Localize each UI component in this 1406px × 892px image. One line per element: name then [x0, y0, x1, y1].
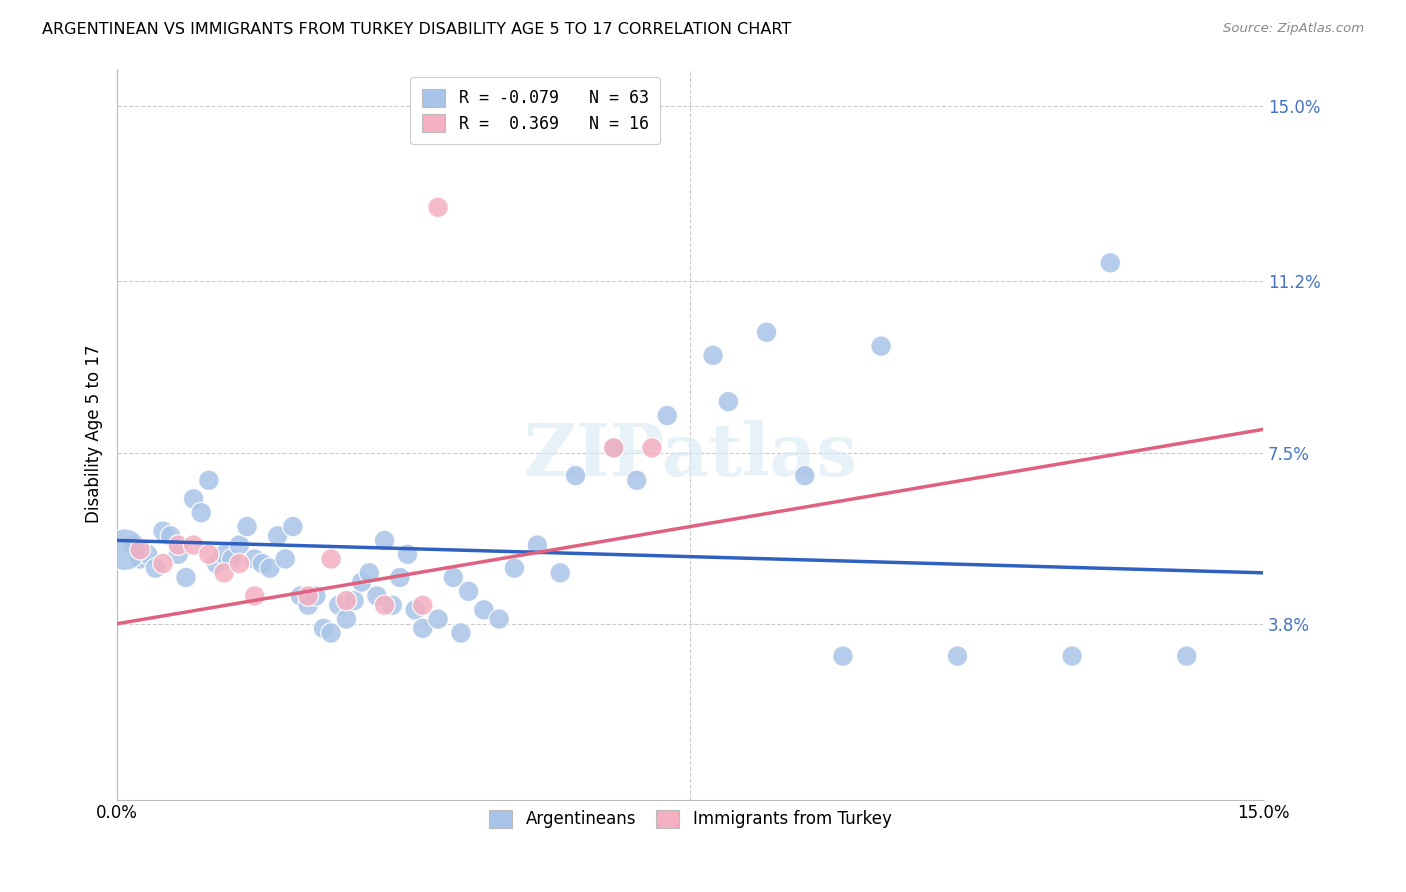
Point	[183, 538, 205, 552]
Point	[145, 561, 167, 575]
Point	[174, 570, 197, 584]
Point	[548, 566, 571, 580]
Point	[212, 547, 235, 561]
Point	[228, 538, 250, 552]
Point	[266, 529, 288, 543]
Point	[274, 552, 297, 566]
Point	[335, 593, 357, 607]
Point	[488, 612, 510, 626]
Point	[564, 468, 586, 483]
Point	[259, 561, 281, 575]
Point	[946, 649, 969, 664]
Point	[717, 394, 740, 409]
Point	[374, 533, 396, 548]
Point	[305, 589, 328, 603]
Point	[412, 621, 434, 635]
Point	[319, 626, 342, 640]
Point	[755, 325, 778, 339]
Y-axis label: Disability Age 5 to 17: Disability Age 5 to 17	[86, 345, 103, 524]
Point	[167, 547, 190, 561]
Point	[404, 603, 426, 617]
Point	[328, 598, 350, 612]
Legend: Argentineans, Immigrants from Turkey: Argentineans, Immigrants from Turkey	[482, 803, 898, 835]
Point	[870, 339, 893, 353]
Point	[121, 538, 143, 552]
Point	[603, 441, 626, 455]
Point	[228, 557, 250, 571]
Point	[198, 547, 221, 561]
Point	[626, 473, 648, 487]
Point	[388, 570, 411, 584]
Point	[252, 557, 274, 571]
Point	[503, 561, 526, 575]
Point	[159, 529, 181, 543]
Point	[129, 552, 152, 566]
Point	[183, 491, 205, 506]
Text: Source: ZipAtlas.com: Source: ZipAtlas.com	[1223, 22, 1364, 36]
Point	[641, 441, 664, 455]
Point	[450, 626, 472, 640]
Point	[441, 570, 464, 584]
Point	[243, 589, 266, 603]
Point	[366, 589, 388, 603]
Point	[343, 593, 366, 607]
Text: ARGENTINEAN VS IMMIGRANTS FROM TURKEY DISABILITY AGE 5 TO 17 CORRELATION CHART: ARGENTINEAN VS IMMIGRANTS FROM TURKEY DI…	[42, 22, 792, 37]
Point	[136, 547, 159, 561]
Point	[1099, 256, 1122, 270]
Point	[396, 547, 419, 561]
Point	[129, 542, 152, 557]
Point	[359, 566, 381, 580]
Point	[603, 441, 626, 455]
Point	[427, 612, 450, 626]
Point	[381, 598, 404, 612]
Point	[335, 612, 357, 626]
Point	[374, 598, 396, 612]
Point	[1062, 649, 1084, 664]
Point	[221, 552, 243, 566]
Point	[114, 542, 136, 557]
Point	[350, 575, 373, 590]
Point	[243, 552, 266, 566]
Point	[236, 519, 259, 533]
Point	[472, 603, 495, 617]
Point	[205, 557, 228, 571]
Point	[152, 557, 174, 571]
Point	[1175, 649, 1198, 664]
Point	[457, 584, 479, 599]
Point	[526, 538, 548, 552]
Point	[412, 598, 434, 612]
Point	[281, 519, 304, 533]
Point	[152, 524, 174, 538]
Point	[657, 409, 679, 423]
Point	[319, 552, 342, 566]
Point	[297, 589, 319, 603]
Point	[198, 473, 221, 487]
Point	[793, 468, 815, 483]
Point	[212, 566, 235, 580]
Text: ZIPatlas: ZIPatlas	[523, 420, 858, 491]
Point	[290, 589, 312, 603]
Point	[312, 621, 335, 635]
Point	[167, 538, 190, 552]
Point	[702, 348, 724, 362]
Point	[427, 200, 450, 214]
Point	[832, 649, 855, 664]
Point	[190, 506, 212, 520]
Point	[297, 598, 319, 612]
